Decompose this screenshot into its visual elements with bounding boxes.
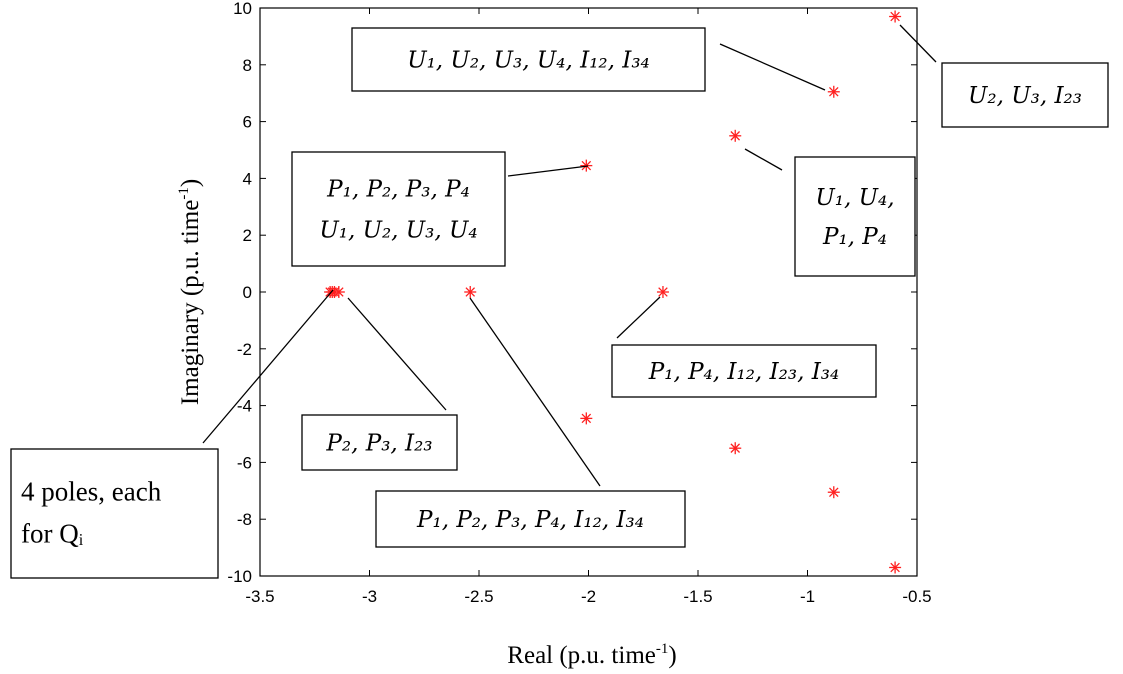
annotation-box: P₁, P₂, P₃, P₄, I₁₂, I₃₄ — [375, 490, 686, 548]
leader-line — [616, 296, 661, 339]
annotation-frame — [351, 27, 706, 92]
annotation-text: U₁, U₄, — [815, 185, 894, 211]
x-tick-label: -2.5 — [464, 587, 493, 606]
annotation-text: U₁, U₂, U₃, U₄, I₁₂, I₃₄ — [407, 48, 650, 74]
annotation-frame — [611, 344, 877, 398]
leader-line — [202, 289, 334, 444]
y-axis-title: Imaginary (p.u. time-1) — [176, 179, 204, 405]
pole-marker — [729, 129, 742, 142]
annotation-boxes: U₁, U₂, U₃, U₄, I₁₂, I₃₄ U₂, U₃, I₂₃ U₁, U… — [10, 27, 1109, 579]
annotation-text: P₁, P₂, P₃, P₄ — [326, 177, 470, 203]
pole-marker — [827, 85, 840, 98]
leader-line — [719, 43, 826, 91]
annotation-frame — [941, 62, 1109, 128]
annotation-frame — [291, 151, 506, 267]
leader-line — [469, 297, 601, 487]
x-axis-title: Real (p.u. time-1) — [507, 641, 676, 669]
x-tick-label: -3 — [362, 587, 377, 606]
x-tick-label: -1 — [800, 587, 815, 606]
x-tick-label: -1.5 — [683, 587, 712, 606]
y-tick-label: 2 — [243, 226, 252, 245]
pole-marker — [889, 561, 902, 574]
pole-marker — [324, 286, 337, 298]
annotation-text: P₁, P₂, P₃, P₄, I₁₂, I₃₄ — [416, 507, 644, 533]
y-tick-label: -4 — [237, 397, 252, 416]
y-tick-label: -2 — [237, 340, 252, 359]
annotation-box: 4 poles, each for Qᵢ — [10, 448, 219, 579]
y-tick-label: 6 — [243, 113, 252, 132]
x-tick-label: -0.5 — [902, 587, 931, 606]
annotation-text: U₂, U₃, I₂₃ — [968, 83, 1082, 109]
pole-marker — [656, 286, 669, 298]
annotation-frame — [10, 448, 219, 579]
data-points — [324, 10, 902, 574]
annotation-text: P₁, P₄ — [822, 224, 887, 250]
annotation-frame — [794, 156, 916, 277]
annotation-leaders — [202, 24, 937, 487]
pole-marker — [464, 286, 477, 298]
pole-marker — [827, 486, 840, 499]
leader-line — [347, 297, 447, 411]
y-tick-label: -6 — [237, 453, 252, 472]
annotation-text: P₂, P₃, I₂₃ — [325, 431, 432, 457]
annotation-text: for Qᵢ — [21, 519, 84, 549]
pole-marker — [889, 10, 902, 23]
leader-line — [507, 165, 589, 177]
annotation-box: U₁, U₂, U₃, U₄, I₁₂, I₃₄ — [351, 27, 706, 92]
annotation-frame — [301, 414, 458, 471]
x-tick-label: -3.5 — [245, 587, 274, 606]
y-tick-label: 8 — [243, 56, 252, 75]
annotation-box: P₁, P₂, P₃, P₄ U₁, U₂, U₃, U₄ — [291, 151, 506, 267]
annotation-text: U₁, U₂, U₃, U₄ — [319, 218, 477, 244]
annotation-text: P₁, P₄, I₁₂, I₂₃, I₃₄ — [648, 359, 839, 385]
annotation-text: 4 poles, each — [21, 477, 162, 507]
annotation-box: U₂, U₃, I₂₃ — [941, 62, 1109, 128]
pole-marker — [580, 412, 593, 425]
axes: -3.5 -3 -2.5 -2 -1.5 -1 -0.5 -10 -8 -6 -4 -2 0 2 4 6 8 10 — [227, 0, 931, 606]
annotation-box: U₁, U₄, P₁, P₄ — [794, 156, 916, 277]
annotation-box: P₂, P₃, I₂₃ — [301, 414, 458, 471]
leader-line — [899, 24, 937, 63]
y-tick-label: 0 — [243, 283, 252, 302]
leader-line — [744, 148, 783, 171]
annotation-frame — [375, 490, 686, 548]
y-tick-label: -8 — [237, 510, 252, 529]
annotation-box: P₁, P₄, I₁₂, I₂₃, I₃₄ — [611, 344, 877, 398]
y-tick-label: 10 — [233, 0, 252, 18]
y-tick-label: -10 — [227, 567, 252, 586]
x-tick-label: -2 — [581, 587, 596, 606]
y-tick-label: 4 — [243, 169, 252, 188]
pole-marker — [729, 442, 742, 455]
